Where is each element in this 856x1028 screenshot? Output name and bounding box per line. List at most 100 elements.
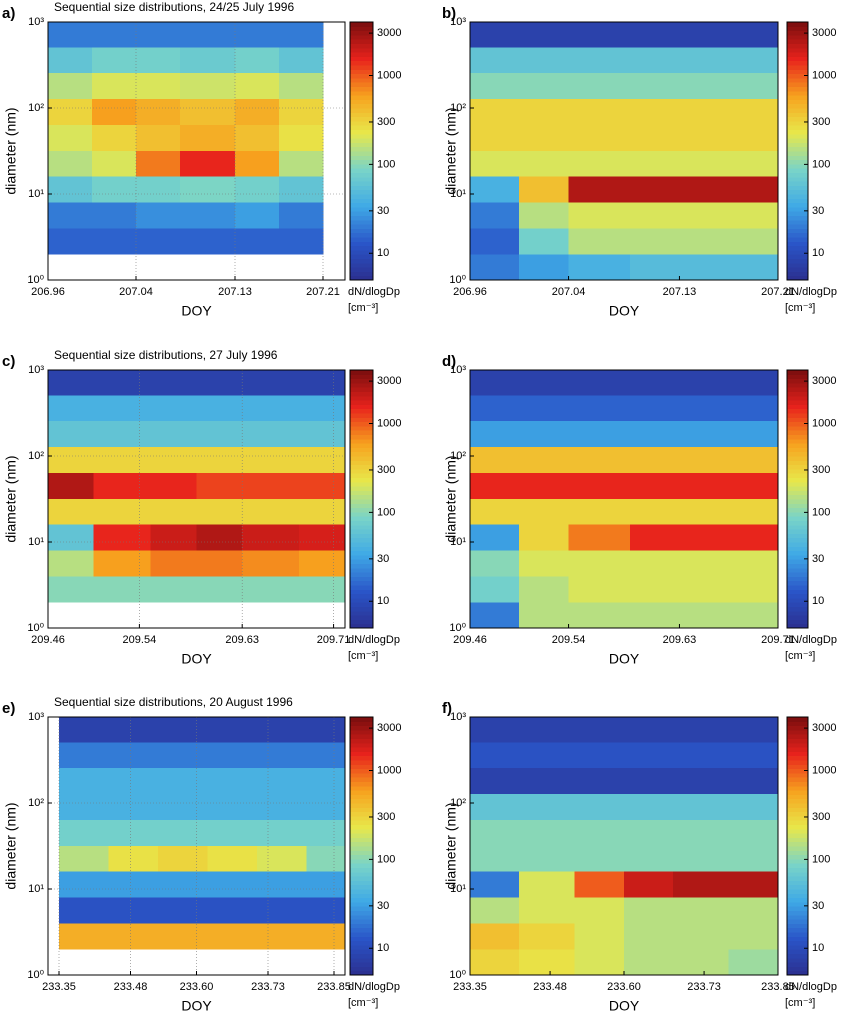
colorbar-segment bbox=[350, 22, 373, 27]
y-tick-label: 10⁰ bbox=[27, 274, 44, 286]
heatmap-cell bbox=[679, 472, 729, 499]
colorbar-segment bbox=[787, 99, 808, 105]
colorbar-segment bbox=[787, 241, 808, 247]
colorbar-segment bbox=[350, 468, 373, 474]
heatmap-cell bbox=[728, 150, 779, 177]
colorbar-segment bbox=[787, 889, 808, 894]
colorbar-segment bbox=[350, 417, 373, 423]
colorbar-label: dN/dlogDp bbox=[785, 634, 837, 646]
colorbar-segment bbox=[787, 725, 808, 731]
x-axis-label: DOY bbox=[181, 303, 212, 319]
heatmap-cell bbox=[679, 227, 729, 255]
colorbar-segment bbox=[350, 60, 373, 66]
colorbar-segment bbox=[787, 215, 808, 221]
heatmap-cell bbox=[469, 922, 520, 950]
colorbar-segment bbox=[350, 185, 373, 191]
colorbar-segment bbox=[350, 949, 373, 954]
heatmap-cell bbox=[150, 472, 197, 499]
heatmap-cell bbox=[207, 741, 258, 769]
colorbar-segment bbox=[787, 511, 808, 517]
heatmap-cell bbox=[568, 253, 631, 281]
colorbar-segment bbox=[350, 477, 373, 483]
colorbar-segment bbox=[787, 751, 808, 757]
colorbar-segment bbox=[787, 477, 808, 483]
y-tick-label: 10² bbox=[450, 797, 466, 809]
colorbar-segment bbox=[787, 202, 808, 208]
heatmap-cell bbox=[519, 741, 575, 769]
colorbar-segment bbox=[787, 841, 808, 847]
heatmap-cell bbox=[679, 550, 729, 577]
heatmap-cell bbox=[728, 446, 779, 473]
colorbar-segment bbox=[350, 421, 373, 427]
x-tick-label: 233.60 bbox=[180, 981, 214, 993]
y-axis-label: diameter (nm) bbox=[443, 107, 459, 194]
heatmap-cell bbox=[256, 716, 307, 743]
colorbar-segment bbox=[787, 906, 808, 911]
heatmap-cell bbox=[179, 21, 236, 48]
heatmap-cell bbox=[135, 21, 181, 48]
colorbar-segment bbox=[787, 198, 808, 204]
colorbar-segment bbox=[350, 550, 373, 556]
heatmap-cell bbox=[241, 369, 300, 396]
heatmap-cell bbox=[234, 176, 280, 203]
heatmap-cell bbox=[207, 922, 258, 950]
colorbar-segment bbox=[350, 438, 373, 444]
heatmap-cell bbox=[568, 98, 631, 125]
heatmap-cell bbox=[728, 72, 779, 100]
colorbar-segment bbox=[787, 785, 808, 791]
colorbar-segment bbox=[350, 811, 373, 817]
heatmap-cell bbox=[47, 498, 94, 525]
y-tick-label: 10¹ bbox=[28, 536, 44, 548]
colorbar-segment bbox=[350, 755, 373, 761]
colorbar-segment bbox=[350, 537, 373, 543]
heatmap-cell bbox=[519, 202, 569, 229]
colorbar-segment bbox=[350, 563, 373, 569]
heatmap-cell bbox=[728, 897, 779, 924]
heatmap-cell bbox=[299, 446, 346, 473]
colorbar-segment bbox=[787, 271, 808, 277]
heatmap-cell bbox=[469, 98, 520, 125]
colorbar-tick-label: 1000 bbox=[812, 764, 836, 776]
heatmap-cell bbox=[207, 716, 258, 743]
heatmap-cell bbox=[108, 767, 159, 795]
colorbar-segment bbox=[350, 194, 373, 199]
heatmap-cell bbox=[568, 420, 631, 448]
heatmap-cell bbox=[728, 845, 779, 872]
colorbar-segment bbox=[350, 408, 373, 414]
colorbar-segment bbox=[787, 554, 808, 560]
heatmap-cell bbox=[108, 793, 159, 820]
colorbar-label: dN/dlogDp bbox=[348, 634, 400, 646]
heatmap-cell bbox=[673, 716, 729, 743]
heatmap-cell bbox=[306, 922, 346, 950]
colorbar-segment bbox=[787, 798, 808, 804]
y-tick-label: 10⁰ bbox=[449, 622, 466, 634]
heatmap-cell bbox=[150, 575, 197, 603]
colorbar-segment bbox=[787, 249, 808, 255]
colorbar-segment bbox=[787, 82, 808, 87]
y-axis-label: diameter (nm) bbox=[443, 802, 459, 889]
heatmap-cell bbox=[679, 253, 729, 281]
colorbar-segment bbox=[787, 116, 808, 122]
colorbar-segment bbox=[787, 39, 808, 44]
heatmap-cell bbox=[150, 498, 197, 525]
x-tick-label: 207.13 bbox=[663, 286, 697, 298]
heatmap-cell bbox=[519, 819, 575, 846]
heatmap-cell bbox=[568, 601, 631, 629]
heatmap-cell bbox=[679, 202, 729, 229]
heatmap-cell bbox=[135, 176, 181, 203]
heatmap-cell bbox=[568, 550, 631, 577]
heatmap-cell bbox=[728, 202, 779, 229]
heatmap-cell bbox=[135, 98, 181, 125]
heatmap-cell bbox=[47, 420, 94, 448]
colorbar-segment bbox=[787, 923, 808, 929]
heatmap-cell bbox=[679, 446, 729, 473]
colorbar-segment bbox=[787, 962, 808, 967]
heatmap-cell bbox=[157, 716, 208, 743]
colorbar-segment bbox=[787, 258, 808, 264]
heatmap-cell bbox=[469, 601, 520, 629]
colorbar-segment bbox=[350, 897, 373, 903]
heatmap-cell bbox=[469, 124, 520, 151]
x-tick-label: 233.85 bbox=[317, 981, 351, 993]
heatmap-cell bbox=[728, 871, 779, 898]
colorbar-segment bbox=[787, 185, 808, 191]
